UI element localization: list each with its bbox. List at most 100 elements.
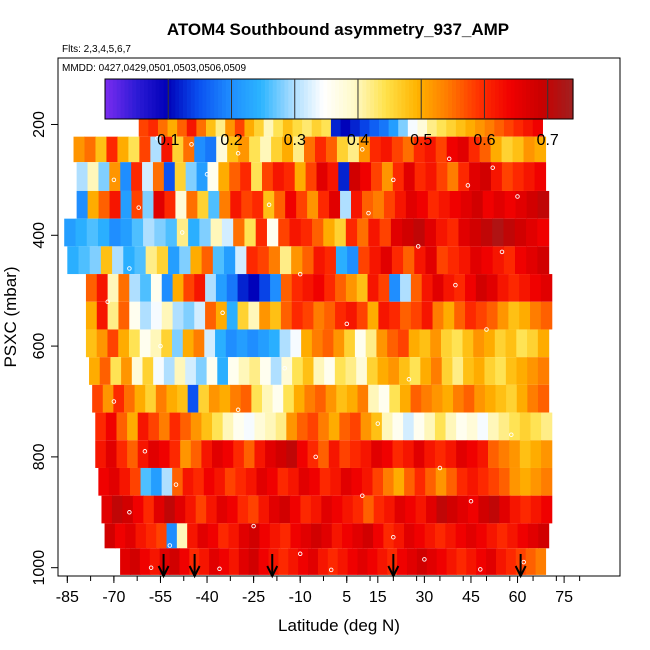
heatmap-cell <box>207 523 219 549</box>
heatmap-cell <box>318 440 330 468</box>
heatmap-cell <box>121 357 133 385</box>
latitude-arrow <box>157 554 170 579</box>
heatmap-cell <box>468 136 481 163</box>
colorbar-segment <box>144 79 149 119</box>
colorbar-segment <box>553 79 558 119</box>
heatmap-cell <box>369 246 382 275</box>
colorbar-segment <box>506 79 512 119</box>
heatmap-cell <box>447 218 460 247</box>
heatmap-cell <box>238 136 250 163</box>
heatmap-cell <box>459 246 471 275</box>
heatmap-cell <box>492 246 505 275</box>
heatmap-cell <box>366 357 379 385</box>
heatmap-cell <box>431 357 443 385</box>
heatmap-cell <box>363 495 375 524</box>
heatmap-cell <box>182 329 195 358</box>
heatmap-cell <box>233 218 246 247</box>
heatmap-cell <box>456 440 468 468</box>
heatmap-cell <box>296 190 308 219</box>
heatmap-cell <box>509 440 521 468</box>
heatmap-cell <box>484 384 497 413</box>
heatmap-cell <box>484 329 496 358</box>
heatmap-cell <box>463 384 475 413</box>
heatmap-cell <box>227 357 240 385</box>
heatmap-cell <box>129 274 141 302</box>
heatmap-cell <box>352 523 364 549</box>
heatmap-cell <box>188 218 200 247</box>
heatmap-cell <box>161 301 174 330</box>
colorbar-segment <box>214 79 219 119</box>
heatmap-cell <box>527 523 539 549</box>
colorbar-segment <box>307 79 313 119</box>
heatmap-cell <box>304 384 316 413</box>
colorbar-segment <box>405 79 410 119</box>
heatmap-cell <box>251 162 263 191</box>
heatmap-cell <box>84 136 97 163</box>
sample-marker <box>490 165 495 170</box>
heatmap-cell <box>454 274 466 302</box>
heatmap-cell <box>436 109 447 137</box>
heatmap-cell <box>164 495 176 524</box>
heatmap-cell <box>289 495 301 524</box>
heatmap-cell <box>526 246 538 275</box>
heatmap-cell <box>406 548 418 575</box>
heatmap-cell <box>325 136 338 163</box>
heatmap-cell <box>158 412 171 441</box>
heatmap-cell <box>508 274 520 302</box>
heatmap-cell <box>149 548 161 575</box>
heatmap-cell <box>476 548 487 575</box>
heatmap-cell <box>519 301 531 330</box>
heatmap-cell <box>403 162 416 191</box>
heatmap-cell <box>458 218 471 247</box>
heatmap-cell <box>156 246 169 275</box>
heatmap-cell <box>356 357 368 385</box>
heatmap-cell <box>219 190 231 219</box>
heatmap-cell <box>143 218 155 247</box>
heatmap-cell <box>390 218 403 247</box>
heatmap-cell <box>340 190 352 219</box>
sample-marker <box>155 136 160 141</box>
heatmap-cell <box>238 523 250 549</box>
heatmap-cell <box>109 162 121 191</box>
heatmap-cell <box>488 412 500 441</box>
sample-marker <box>235 151 241 156</box>
heatmap-cell <box>163 357 176 385</box>
colorbar-segment <box>296 79 301 119</box>
heatmap-cell <box>182 467 194 496</box>
heatmap-cell <box>455 523 467 549</box>
heatmap-cell <box>436 548 448 575</box>
colorbar-segment <box>350 79 356 119</box>
heatmap-cell <box>228 523 240 549</box>
heatmap-cell <box>446 548 458 575</box>
heatmap-cell <box>145 384 157 413</box>
heatmap-cell <box>107 329 119 358</box>
colorbar-segment <box>471 79 477 119</box>
sample-marker <box>515 194 520 199</box>
heatmap-cell <box>293 136 305 163</box>
sample-marker <box>415 244 421 249</box>
heatmap-cell <box>215 109 226 137</box>
colorbar-segment <box>116 79 122 119</box>
heatmap-cell <box>447 162 459 191</box>
heatmap-cell <box>292 109 303 137</box>
heatmap-cell <box>427 190 440 219</box>
heatmap-cell <box>230 190 242 219</box>
colorbar-tick-label: 0.4 <box>347 132 369 149</box>
heatmap-cell <box>377 548 388 575</box>
colorbar-segment <box>518 79 523 119</box>
heatmap-cell <box>410 301 423 330</box>
heatmap-cell <box>394 190 407 219</box>
heatmap-cell <box>161 329 173 358</box>
heatmap-cell <box>282 136 294 163</box>
y-tick-label: 400 <box>31 222 48 249</box>
colorbar-segment <box>222 79 227 119</box>
heatmap-cell <box>172 467 184 496</box>
heatmap-cell <box>120 190 133 219</box>
x-tick-label: -25 <box>242 589 265 606</box>
heatmap-cell <box>435 523 446 549</box>
heatmap-cell <box>365 329 378 358</box>
sample-marker <box>179 230 185 235</box>
heatmap-cell <box>458 162 470 191</box>
heatmap-cell <box>185 357 197 385</box>
heatmap-cell <box>371 412 383 441</box>
